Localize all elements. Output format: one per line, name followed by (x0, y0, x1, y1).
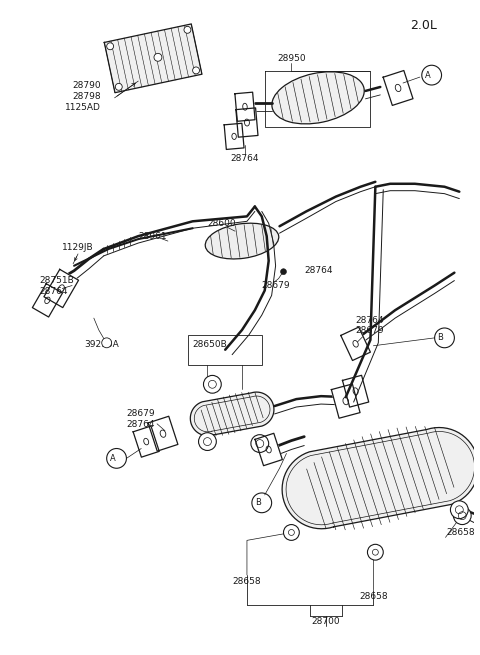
Text: 28650B: 28650B (192, 341, 228, 349)
Circle shape (115, 83, 122, 90)
Polygon shape (224, 123, 244, 149)
Polygon shape (133, 426, 159, 457)
Text: 1129JB: 1129JB (62, 244, 94, 252)
Circle shape (102, 338, 112, 348)
Text: A: A (425, 71, 431, 80)
Text: B: B (255, 498, 261, 508)
Circle shape (184, 26, 191, 33)
Text: 28751B: 28751B (39, 276, 74, 285)
Polygon shape (148, 416, 178, 451)
Polygon shape (235, 92, 255, 121)
Polygon shape (341, 327, 371, 360)
Circle shape (204, 375, 221, 393)
Text: 2.0L: 2.0L (410, 19, 437, 32)
Text: 28764: 28764 (356, 316, 384, 325)
Text: 28679: 28679 (262, 281, 290, 290)
Circle shape (251, 435, 269, 453)
Circle shape (107, 43, 114, 50)
Circle shape (450, 501, 468, 519)
Polygon shape (104, 24, 202, 93)
Text: 28798: 28798 (72, 92, 101, 102)
Polygon shape (236, 108, 258, 137)
Circle shape (154, 53, 162, 62)
Polygon shape (331, 384, 360, 418)
Ellipse shape (205, 223, 279, 259)
Polygon shape (383, 71, 413, 105)
Circle shape (192, 67, 200, 74)
Text: 28658: 28658 (233, 577, 261, 586)
Polygon shape (282, 428, 479, 529)
Bar (188, 335, 262, 365)
Text: 28950: 28950 (277, 54, 306, 63)
Polygon shape (255, 434, 282, 466)
Text: 28658: 28658 (359, 592, 388, 601)
Text: 28764: 28764 (126, 421, 155, 429)
Text: 28700: 28700 (312, 617, 340, 626)
Text: 28961: 28961 (138, 232, 167, 240)
Circle shape (284, 525, 300, 540)
Text: 28679: 28679 (126, 409, 155, 419)
Text: 28764: 28764 (231, 153, 259, 162)
Text: 28658: 28658 (446, 528, 475, 537)
Circle shape (454, 507, 471, 525)
Polygon shape (343, 375, 369, 407)
Text: A: A (110, 454, 116, 463)
Polygon shape (32, 284, 62, 317)
Text: 28790: 28790 (72, 81, 101, 90)
Text: 1125AD: 1125AD (65, 103, 101, 112)
Text: B: B (438, 333, 444, 343)
Circle shape (368, 544, 383, 560)
Circle shape (199, 433, 216, 451)
Ellipse shape (272, 72, 364, 124)
Circle shape (280, 269, 287, 274)
Text: 39210A: 39210A (84, 341, 119, 349)
Text: 28600: 28600 (207, 219, 236, 228)
Polygon shape (191, 392, 274, 436)
Text: 28679: 28679 (356, 326, 384, 335)
Polygon shape (44, 269, 79, 308)
Text: 28764: 28764 (39, 287, 68, 296)
Text: 28764: 28764 (304, 266, 333, 275)
